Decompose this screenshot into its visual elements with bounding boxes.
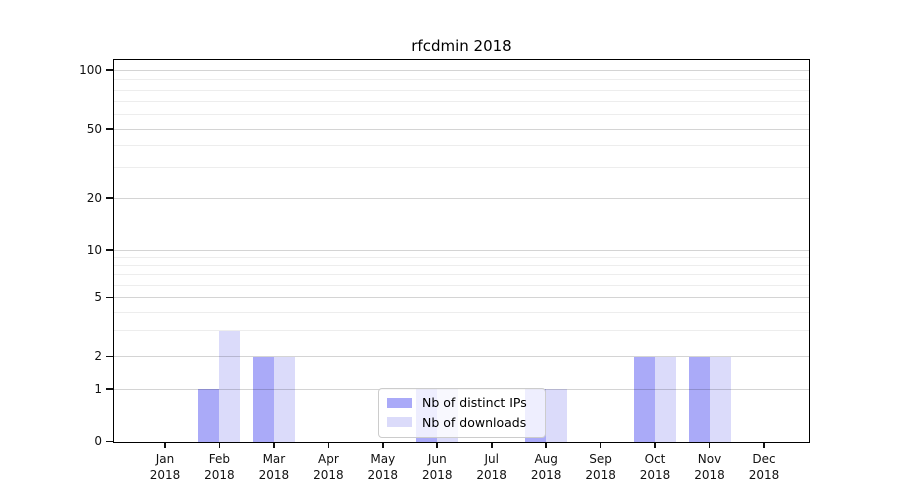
y-gridline-minor: [114, 166, 810, 168]
x-tick-month-label: Dec: [752, 452, 776, 466]
y-gridline-minor: [114, 101, 810, 102]
chart-title: rfcdmin 2018: [411, 37, 512, 55]
x-tick: [654, 442, 656, 448]
x-tick-year-label: 2018: [422, 468, 453, 482]
y-tick-label: 10: [86, 242, 102, 257]
x-tick-month-label: Oct: [644, 452, 666, 466]
y-tick: [106, 128, 113, 130]
y-tick-label: 5: [94, 290, 102, 304]
x-tick: [164, 442, 166, 448]
x-tick-year-label: 2018: [748, 468, 780, 482]
x-tick-year-label: 2018: [639, 468, 671, 482]
y-tick-label: 20: [86, 190, 102, 205]
y-gridline-major: [114, 69, 810, 71]
y-tick: [106, 197, 113, 199]
y-gridline-major: [114, 128, 810, 130]
x-tick: [599, 442, 602, 448]
y-gridline-minor: [114, 113, 810, 115]
y-tick: [106, 296, 113, 299]
y-gridline-minor: [114, 274, 810, 275]
y-gridline-minor: [114, 311, 810, 313]
x-tick-year-label: 2018: [258, 468, 290, 482]
bar: [655, 356, 676, 443]
legend-swatch: [387, 417, 412, 428]
x-tick-year-label: 2018: [367, 468, 399, 482]
bar: [709, 356, 731, 443]
x-tick-month-label: Apr: [318, 452, 339, 466]
y-tick: [106, 440, 113, 443]
x-tick-month-label: Jul: [484, 452, 499, 466]
legend-label: Nb of distinct IPs: [422, 395, 527, 411]
y-tick-label: 2: [94, 349, 102, 363]
y-gridline-minor: [114, 284, 810, 286]
x-tick-year-label: 2018: [313, 468, 344, 482]
y-tick-label: 50: [86, 121, 102, 136]
x-tick: [545, 442, 548, 448]
legend: Nb of distinct IPs Nb of downloads: [378, 387, 546, 438]
y-gridline-minor: [114, 89, 810, 91]
x-tick-year-label: 2018: [585, 468, 616, 482]
y-gridline-minor: [114, 79, 810, 80]
x-tick-month-label: Jun: [427, 452, 447, 466]
x-tick: [218, 442, 221, 448]
y-tick-label: 100: [79, 62, 102, 77]
y-tick-label: 1: [94, 381, 102, 396]
x-tick-month-label: Jan: [155, 452, 175, 466]
x-tick: [708, 442, 711, 448]
y-gridline-minor: [114, 265, 810, 266]
y-tick-label: 0: [94, 434, 102, 448]
bar: [634, 356, 655, 443]
x-tick-year-label: 2018: [694, 468, 725, 482]
bar: [252, 356, 274, 443]
x-tick-month-label: Nov: [697, 452, 722, 466]
y-tick: [106, 388, 113, 390]
y-tick: [106, 355, 113, 358]
bar: [546, 389, 568, 443]
y-gridline-minor: [114, 256, 810, 258]
y-tick: [106, 249, 113, 251]
y-tick: [106, 69, 113, 71]
legend-row: Nb of distinct IPs: [387, 395, 537, 410]
x-tick-year-label: 2018: [476, 468, 507, 482]
x-tick-year-label: 2018: [149, 468, 181, 482]
x-tick-year-label: 2018: [204, 468, 235, 482]
y-gridline-minor: [114, 144, 810, 146]
x-tick: [273, 442, 275, 448]
x-tick: [436, 442, 439, 448]
legend-swatch: [387, 397, 412, 408]
legend-row: Nb of downloads: [387, 415, 537, 430]
x-tick-month-label: Mar: [262, 452, 286, 466]
bar: [219, 330, 241, 443]
x-tick: [327, 442, 330, 448]
y-gridline-major: [114, 297, 810, 298]
y-gridline-major: [114, 197, 810, 199]
x-tick: [490, 442, 493, 448]
x-tick: [763, 442, 765, 448]
x-tick-month-label: May: [370, 452, 396, 466]
y-gridline-major: [114, 356, 810, 357]
x-tick-month-label: Feb: [208, 452, 231, 466]
legend-label: Nb of downloads: [422, 414, 527, 430]
bar: [688, 356, 710, 443]
x-tick-year-label: 2018: [530, 468, 562, 482]
bar: [198, 389, 220, 443]
x-tick-month-label: Aug: [534, 452, 558, 466]
bar: [273, 356, 295, 443]
x-tick-month-label: Sep: [589, 452, 612, 466]
x-tick: [381, 442, 384, 448]
y-gridline-major: [114, 249, 810, 251]
y-gridline-minor: [114, 330, 810, 331]
